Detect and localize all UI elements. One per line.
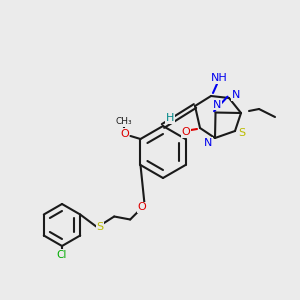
Text: O: O [138,202,147,212]
Text: N: N [232,90,240,100]
Text: Cl: Cl [57,250,67,260]
Text: CH₃: CH₃ [115,118,132,127]
Text: S: S [97,223,104,232]
Text: N: N [213,100,222,110]
Text: O: O [182,127,190,137]
Text: S: S [238,128,246,138]
Text: N: N [204,138,212,148]
Text: O: O [120,129,129,139]
Text: NH: NH [211,73,227,83]
Text: H: H [166,113,174,123]
